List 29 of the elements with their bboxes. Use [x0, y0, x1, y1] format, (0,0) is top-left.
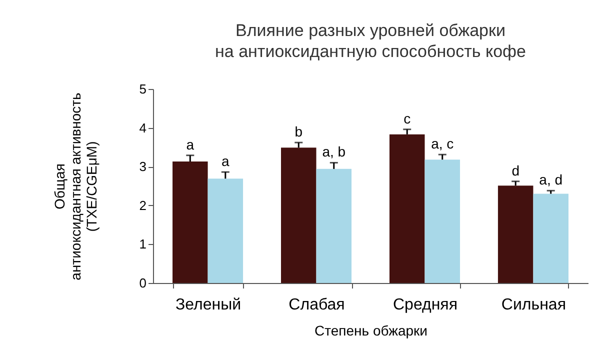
- bar: [281, 148, 316, 283]
- bar: [208, 178, 244, 283]
- annotation: a: [186, 136, 194, 152]
- x-axis-title: Степень обжарки: [314, 322, 428, 338]
- bar: [498, 186, 534, 283]
- annotation: a, d: [539, 172, 563, 188]
- y-tick-label: 0: [139, 276, 146, 290]
- bar: [389, 134, 425, 283]
- y-tick-label: 3: [139, 159, 146, 174]
- y-tick-label: 5: [139, 82, 146, 96]
- y-tick-label: 2: [139, 198, 146, 213]
- chart-title: Влияние разных уровней обжарки на антиоксидантную способность кофе: [215, 21, 526, 61]
- annotation: d: [512, 162, 520, 178]
- bar: [172, 162, 208, 283]
- y-tick-label: 4: [139, 120, 146, 136]
- y-tick-label: 1: [139, 236, 146, 252]
- x-tick-label: Слабая: [288, 296, 345, 314]
- bar: [533, 194, 568, 283]
- x-tick-label: Сильная: [501, 296, 566, 314]
- annotation: a, b: [322, 144, 346, 160]
- bar: [424, 160, 460, 283]
- annotation: c: [404, 110, 411, 126]
- bar: [316, 168, 352, 283]
- annotation: a, c: [431, 136, 454, 152]
- x-tick-label: Средняя: [392, 296, 458, 314]
- y-axis-title: Общая антиоксидантная активность (TXE/CGEμM): [51, 92, 100, 280]
- annotation: b: [294, 124, 303, 140]
- annotation: a: [222, 153, 230, 170]
- x-tick-label: Зеленый: [176, 296, 242, 314]
